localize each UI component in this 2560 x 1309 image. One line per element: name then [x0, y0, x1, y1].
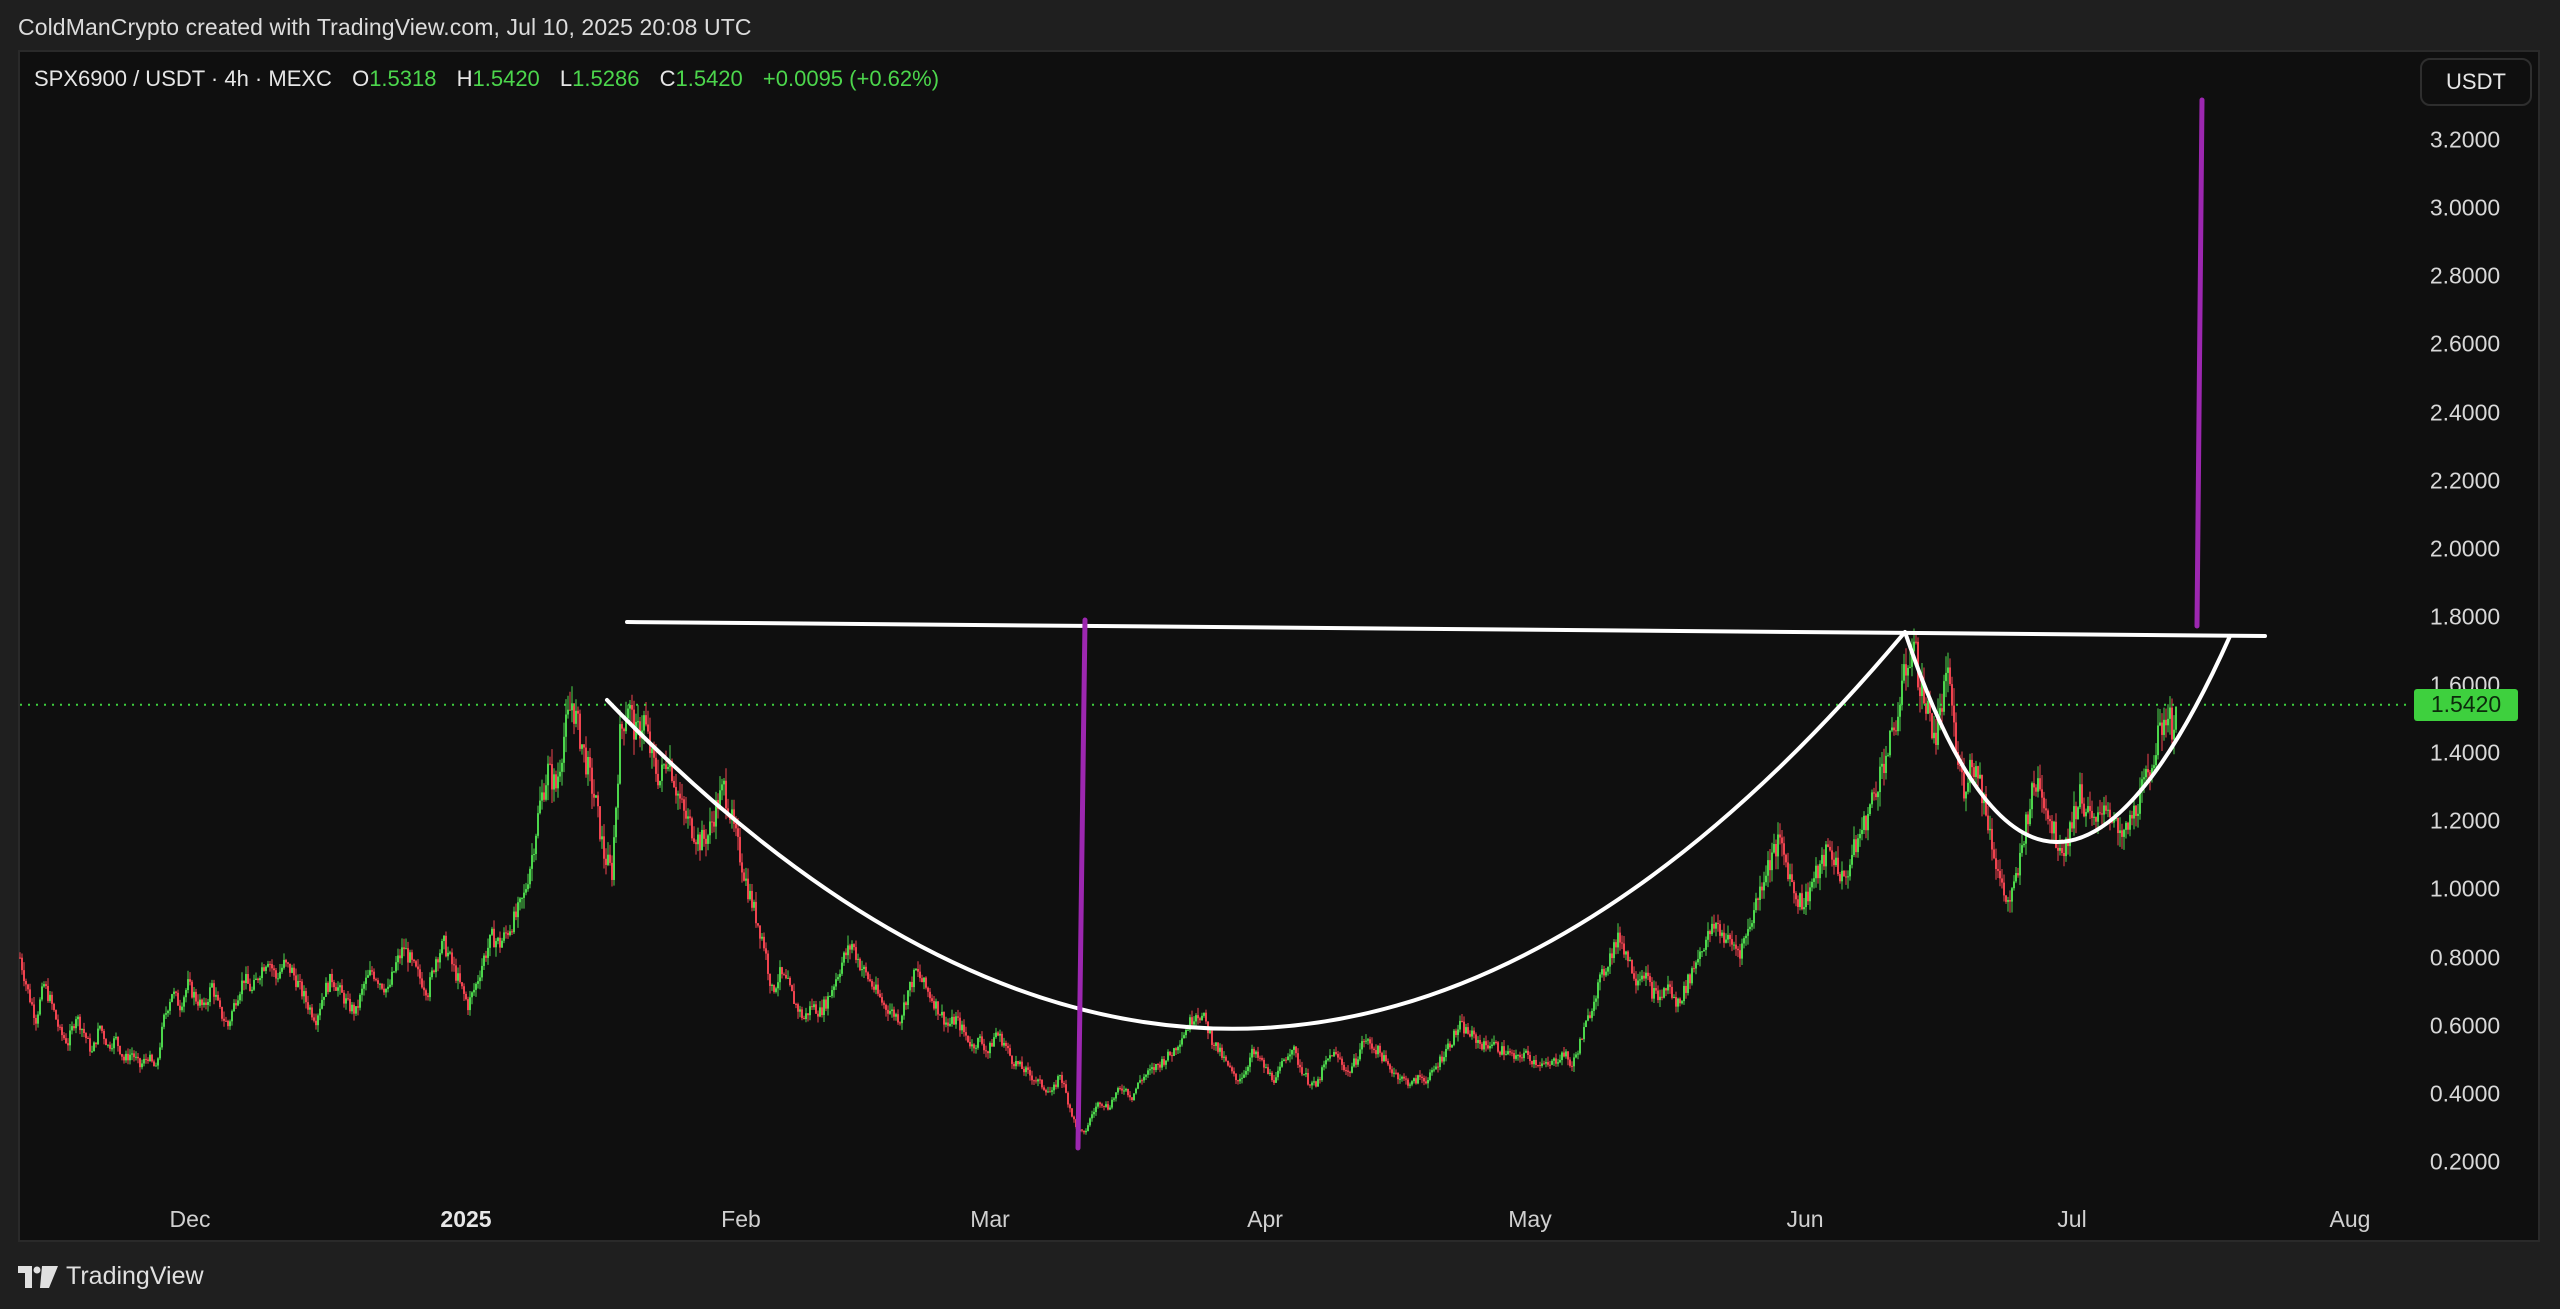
time-tick-label: Feb [721, 1206, 761, 1232]
price-tick-label: 3.2000 [2429, 126, 2501, 153]
measured-move-depth-drawing[interactable] [1075, 617, 1088, 1151]
handle-curve-drawing[interactable] [1903, 630, 2232, 844]
time-tick-label: Aug [2329, 1206, 2371, 1232]
price-tick-label: 0.4000 [2429, 1080, 2501, 1107]
price-tick-label: 2.8000 [2429, 262, 2501, 289]
time-tick-label: 2025 [440, 1206, 492, 1232]
open-label: O [352, 66, 370, 91]
high-label: H [456, 66, 473, 91]
tradingview-logo-icon [18, 1265, 58, 1288]
price-tick-label: 1.8000 [2429, 603, 2501, 630]
price-tick-label: 2.2000 [2429, 467, 2501, 494]
symbol-info[interactable]: SPX6900 / USDT · 4h · MEXC [34, 66, 332, 91]
price-tick-label: 3.0000 [2429, 194, 2501, 221]
cup-curve-drawing[interactable] [605, 630, 1907, 1031]
price-tick-label: 1.4000 [2429, 739, 2501, 766]
chart-attribution: ColdManCrypto created with TradingView.c… [18, 14, 752, 40]
price-tick-label: 0.6000 [2429, 1012, 2501, 1039]
footer: TradingView [18, 1262, 204, 1291]
close-label: C [659, 66, 676, 91]
high-value: 1.5420 [472, 66, 540, 91]
currency-button[interactable]: USDT [2420, 58, 2532, 106]
low-value: 1.5286 [572, 66, 640, 91]
time-tick-label: Apr [1247, 1206, 1283, 1232]
time-tick-label: May [1508, 1206, 1552, 1232]
price-tick-label: 1.0000 [2429, 875, 2501, 902]
open-value: 1.5318 [369, 66, 437, 91]
horizontal-resistance-drawing[interactable] [625, 620, 2267, 638]
price-tick-label: 1.2000 [2429, 807, 2501, 834]
close-value: 1.5420 [675, 66, 743, 91]
price-tick-label: 2.0000 [2429, 535, 2501, 562]
measured-move-target-drawing[interactable] [2194, 97, 2205, 629]
price-tick-label: 2.4000 [2429, 399, 2501, 426]
candlestick-series [19, 628, 2177, 1135]
low-label: L [559, 66, 573, 91]
price-tick-label: 0.2000 [2429, 1148, 2501, 1175]
chart-pane[interactable] [18, 50, 2540, 1242]
change-value: +0.0095 (+0.62%) [762, 66, 940, 91]
tradingview-brand[interactable]: TradingView [66, 1262, 204, 1290]
symbol-legend: SPX6900 / USDT · 4h · MEXC O1.5318 H1.54… [34, 66, 939, 92]
price-tick-label: 0.8000 [2429, 944, 2501, 971]
time-tick-label: Jul [2057, 1206, 2087, 1232]
time-tick-label: Mar [970, 1206, 1010, 1232]
last-price-badge: 1.5420 [2414, 688, 2518, 721]
price-tick-label: 2.6000 [2429, 330, 2501, 357]
time-tick-label: Jun [1786, 1206, 1824, 1232]
time-tick-label: Dec [169, 1206, 211, 1232]
drawing-annotations [605, 97, 2267, 1151]
